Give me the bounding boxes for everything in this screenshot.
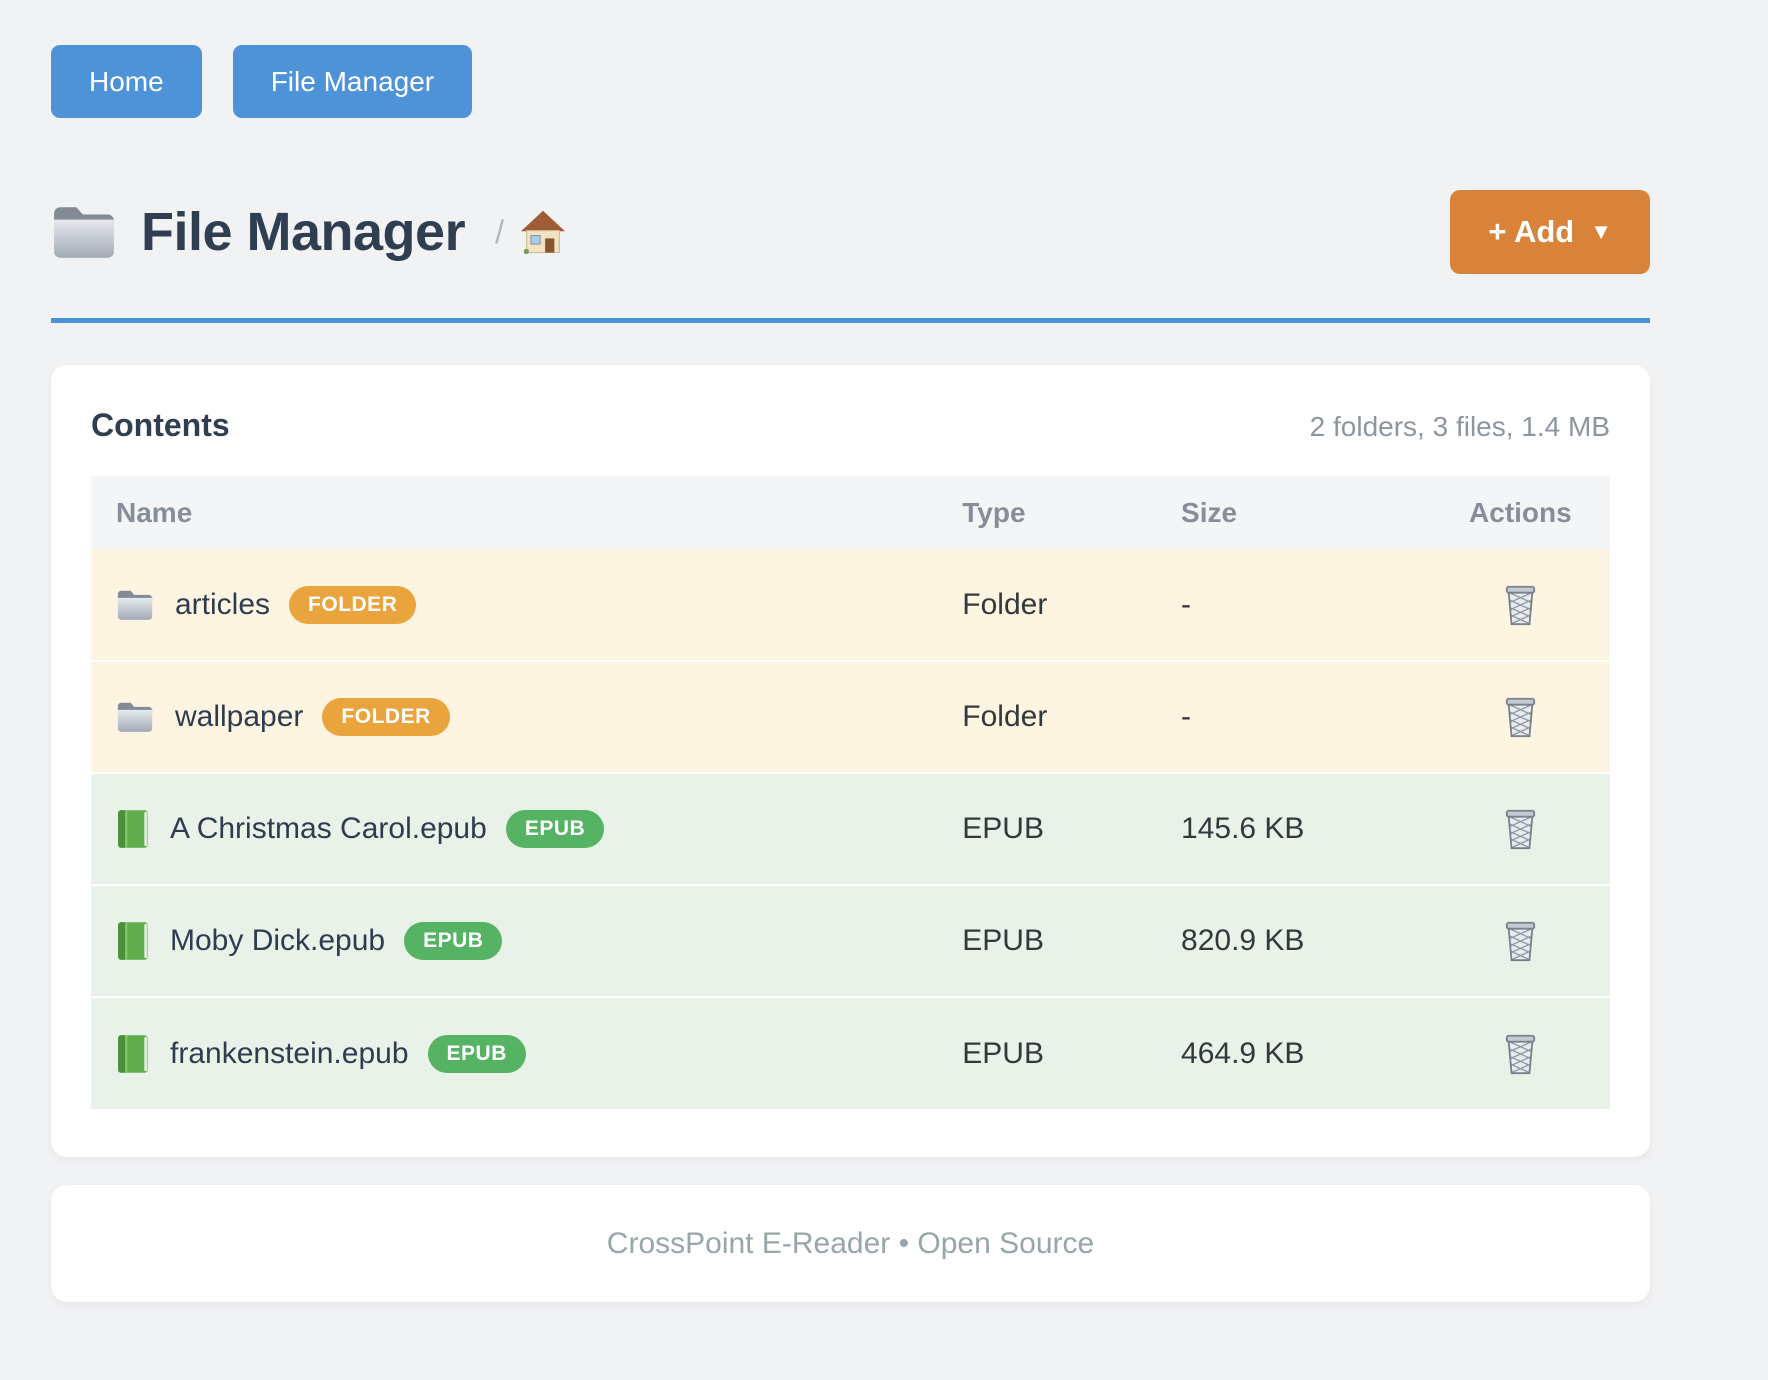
delete-button[interactable] [1498,916,1543,966]
house-icon[interactable] [520,210,566,254]
item-name: Moby Dick.epub [170,924,386,957]
column-header-name: Name [91,476,953,549]
nav-button-home[interactable]: Home [51,45,202,118]
column-header-type: Type [952,476,1172,549]
chevron-down-icon: ▼ [1590,219,1612,244]
epub-badge: EPUB [505,810,605,848]
delete-button[interactable] [1498,692,1543,742]
top-nav: Home File Manager [51,0,1650,118]
table-row-christmas-carol[interactable]: A Christmas Carol.epub EPUB EPUB 145.6 K… [91,772,1610,885]
folder-icon [51,204,117,260]
item-name: articles [175,587,271,621]
item-size: - [1171,660,1431,773]
book-icon [116,809,149,849]
book-icon [116,921,149,961]
folder-icon [116,589,154,621]
table-row-articles[interactable]: articles FOLDER Folder - [91,549,1610,661]
table-row-moby-dick[interactable]: Moby Dick.epub EPUB EPUB 820.9 KB [91,884,1610,997]
contents-heading: Contents [91,407,230,443]
delete-button[interactable] [1498,580,1543,630]
contents-card: Contents 2 folders, 3 files, 1.4 MB Name… [51,365,1650,1157]
item-type: EPUB [952,884,1172,997]
trash-icon [1502,696,1539,738]
add-button[interactable]: + Add ▼ [1450,190,1650,274]
footer-card: CrossPoint E-Reader • Open Source [51,1185,1650,1302]
item-name: frankenstein.epub [170,1036,409,1070]
title-group: File Manager / [51,201,566,263]
files-table: Name Type Size Actions articles FOLDER F… [91,476,1610,1109]
delete-button[interactable] [1498,804,1543,854]
column-header-size: Size [1171,476,1431,549]
folder-icon [116,701,154,733]
trash-icon [1502,920,1539,962]
trash-icon [1502,1033,1539,1075]
item-size: 145.6 KB [1171,772,1431,885]
item-name: wallpaper [175,700,304,733]
epub-badge: EPUB [404,922,503,960]
item-size: 820.9 KB [1171,884,1431,997]
footer-text: CrossPoint E-Reader • Open Source [606,1226,1095,1260]
table-row-frankenstein[interactable]: frankenstein.epub EPUB EPUB 464.9 KB [91,996,1610,1109]
table-row-wallpaper[interactable]: wallpaper FOLDER Folder - [91,660,1610,773]
item-type: EPUB [952,996,1172,1109]
item-type: EPUB [952,772,1172,885]
folder-badge: FOLDER [289,585,417,624]
table-header-row: Name Type Size Actions [91,476,1610,549]
epub-badge: EPUB [427,1034,526,1073]
trash-icon [1502,808,1539,850]
book-icon [116,1034,149,1074]
contents-summary: 2 folders, 3 files, 1.4 MB [1309,411,1610,442]
delete-button[interactable] [1498,1029,1543,1079]
page-title: File Manager [141,202,466,262]
item-type: Folder [952,660,1172,773]
nav-button-file-manager[interactable]: File Manager [232,45,473,118]
item-size: 464.9 KB [1171,996,1431,1109]
title-underline [51,318,1650,323]
page-container: Home File Manager File Manager / + Add ▼… [51,0,1650,1302]
item-name: A Christmas Carol.epub [170,812,487,845]
breadcrumb: / [495,210,566,254]
item-type: Folder [962,587,1048,621]
item-size: - [1181,587,1192,621]
folder-badge: FOLDER [322,698,450,736]
breadcrumb-separator: / [495,213,504,250]
trash-icon [1502,584,1539,626]
page-header: File Manager / + Add ▼ [51,190,1650,274]
column-header-actions: Actions [1430,476,1610,549]
add-button-label: + Add [1488,214,1575,249]
